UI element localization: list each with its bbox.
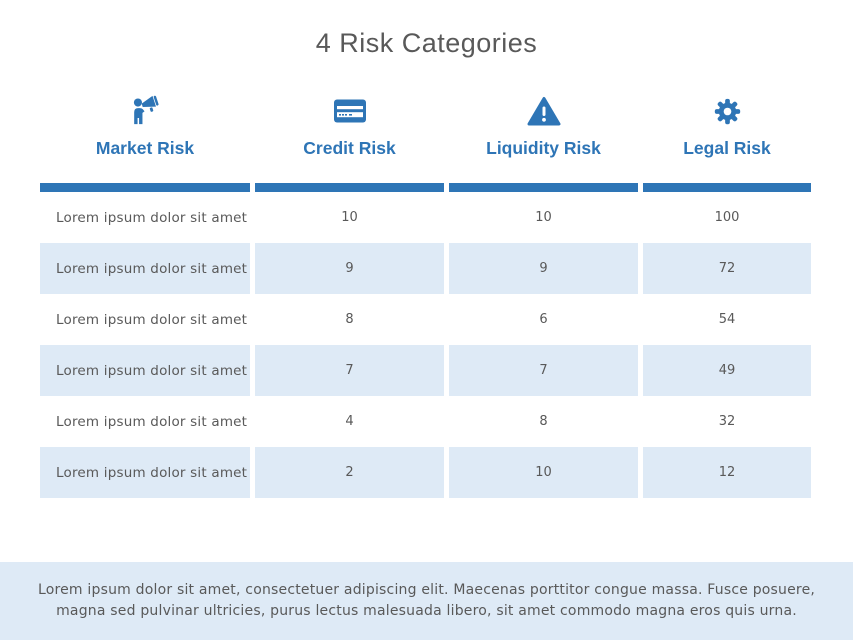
header-accent-bar [40,183,250,192]
column-header-legal-risk: Legal Risk [643,92,811,192]
cell-value: 10 [535,210,552,225]
cell-value: 12 [643,447,811,498]
header-accent-bar [449,183,638,192]
cell-value: 49 [643,345,811,396]
cell-value: 10 [449,447,638,498]
column-label: Market Risk [95,138,195,158]
column-label: Credit Risk [303,138,396,158]
row-label: Lorem ipsum dolor sit amet [56,209,248,226]
column-header-credit-risk: Credit Risk [255,92,444,192]
risk-table: Market Risk Credit Risk [40,92,811,498]
cell-value: 7 [255,345,444,396]
row-label: Lorem ipsum dolor sit amet [56,413,248,430]
header-accent-bar [643,183,811,192]
footer-text: Lorem ipsum dolor sit amet, consectetuer… [37,582,816,619]
cell-value: 4 [345,414,354,429]
gear-icon [713,92,742,130]
cell-value: 7 [449,345,638,396]
warning-triangle-icon [527,92,561,130]
row-label: Lorem ipsum dolor sit amet [56,311,248,328]
row-label: Lorem ipsum dolor sit amet [40,447,250,498]
column-header-market-risk: Market Risk [40,92,250,192]
footer-banner: Lorem ipsum dolor sit amet, consectetuer… [0,562,853,640]
cell-value: 6 [539,312,548,327]
announcer-person-icon [129,92,161,130]
credit-card-icon [333,92,367,130]
header-accent-bar [255,183,444,192]
cell-value: 9 [255,243,444,294]
cell-value: 54 [718,312,736,327]
cell-value: 100 [714,210,740,225]
cell-value: 32 [718,414,736,429]
cell-value: 10 [341,210,358,225]
cell-value: 9 [449,243,638,294]
column-label: Liquidity Risk [486,138,601,158]
page-title: 4 Risk Categories [315,28,538,58]
cell-value: 8 [345,312,354,327]
column-header-liquidity-risk: Liquidity Risk [449,92,638,192]
cell-value: 2 [255,447,444,498]
column-label: Legal Risk [683,138,771,158]
cell-value: 8 [539,414,548,429]
row-label: Lorem ipsum dolor sit amet [40,243,250,294]
cell-value: 72 [643,243,811,294]
row-label: Lorem ipsum dolor sit amet [40,345,250,396]
